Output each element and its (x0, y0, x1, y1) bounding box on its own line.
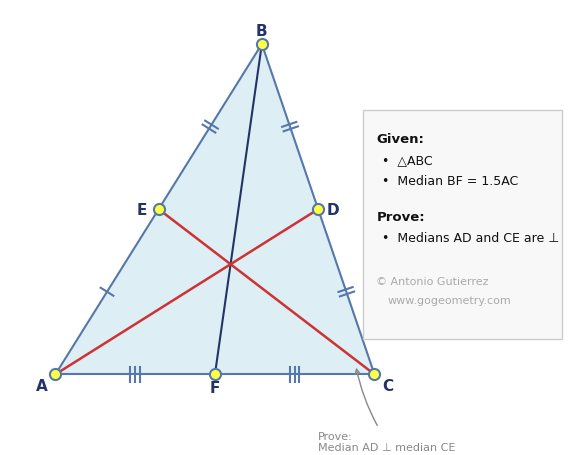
Text: www.gogeometry.com: www.gogeometry.com (387, 296, 512, 306)
Text: Prove:: Prove: (376, 211, 425, 223)
Text: •  Medians AD and CE are ⊥: • Medians AD and CE are ⊥ (382, 231, 559, 244)
Text: Prove:
Median AD ⊥ median CE: Prove: Median AD ⊥ median CE (318, 369, 455, 452)
Polygon shape (56, 45, 375, 374)
Text: C: C (382, 378, 393, 393)
Text: B: B (256, 25, 267, 39)
Text: © Antonio Gutierrez: © Antonio Gutierrez (376, 276, 489, 286)
Text: F: F (210, 380, 220, 395)
Text: •  △ABC: • △ABC (382, 153, 433, 167)
Text: •  Median BF = 1.5AC: • Median BF = 1.5AC (382, 174, 518, 187)
Text: Given:: Given: (376, 133, 424, 146)
Text: A: A (37, 378, 48, 393)
Text: D: D (327, 202, 339, 217)
Text: E: E (136, 202, 147, 217)
FancyBboxPatch shape (363, 111, 562, 339)
